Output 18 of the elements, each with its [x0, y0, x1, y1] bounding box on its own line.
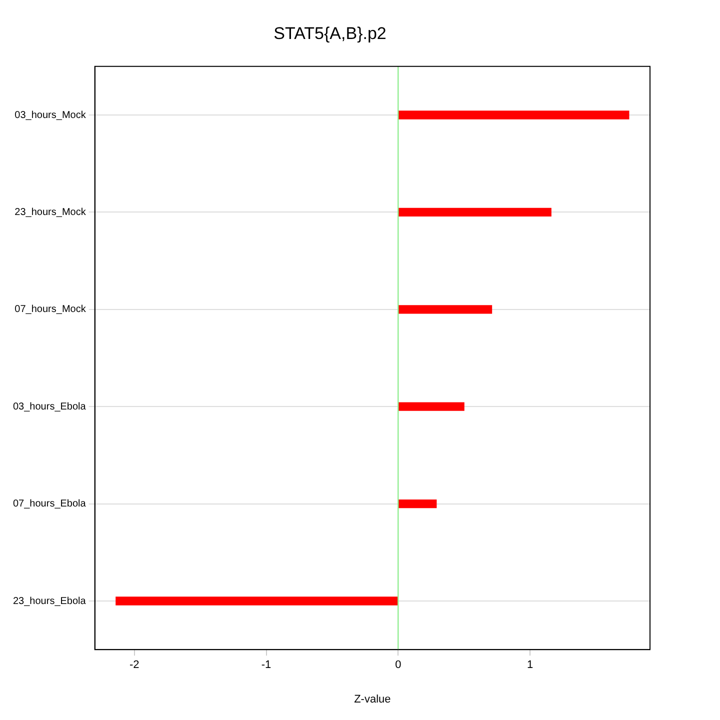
bar: [398, 402, 464, 411]
x-tick-label: 1: [526, 659, 534, 672]
x-tick-label: -2: [130, 659, 140, 672]
y-tick-label: 23_hours_Mock: [14, 206, 87, 218]
bar: [398, 110, 630, 120]
bar: [398, 499, 437, 508]
bar: [116, 596, 398, 606]
bar: [398, 305, 492, 314]
x-tick-label: 0: [395, 659, 402, 672]
y-tick-label: 07_hours_Mock: [14, 304, 87, 316]
y-tick-label: 23_hours_Ebola: [12, 596, 86, 607]
y-tick-label: 07_hours_Ebola: [12, 498, 86, 510]
y-tick-label: 03_hours_Ebola: [12, 401, 86, 412]
x-tick-label: -1: [261, 659, 272, 672]
y-tick-label: 03_hours_Mock: [14, 110, 87, 121]
x-axis-title: Z-value: [354, 693, 391, 706]
bar: [398, 208, 552, 217]
chart-title: STAT5{A,B}.p2: [274, 24, 386, 43]
